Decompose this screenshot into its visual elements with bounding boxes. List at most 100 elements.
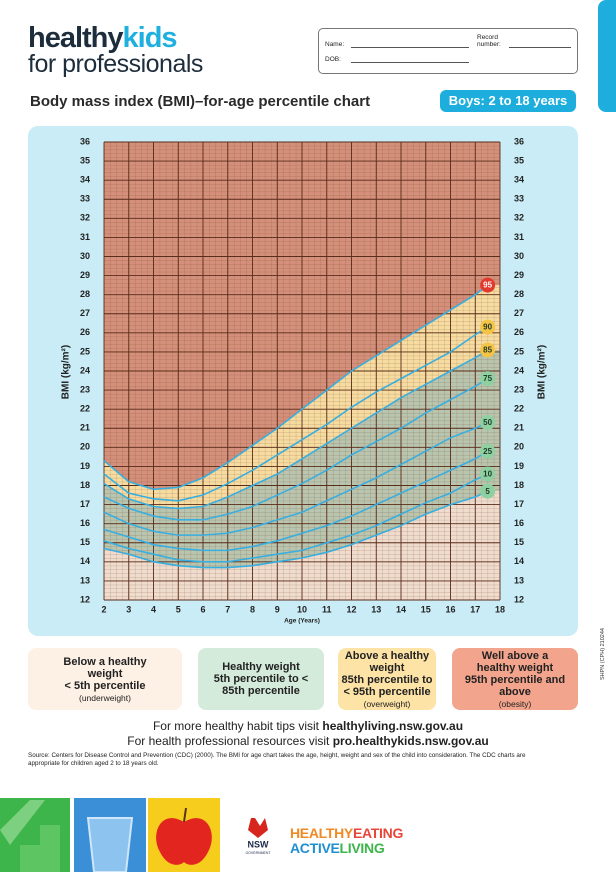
x-tick-label: 12 <box>346 604 356 614</box>
percentile-badge <box>480 443 496 459</box>
legend-note: (overweight) <box>363 698 411 709</box>
logo-text: kids <box>122 22 178 54</box>
y-tick-label-right: 34 <box>514 175 524 185</box>
logo-text: healthy <box>28 22 124 54</box>
y-tick-label-right: 13 <box>514 575 524 585</box>
percentile-label: 95 <box>483 281 492 290</box>
y-tick-label-right: 33 <box>514 194 524 204</box>
brand-line: ACTIVELIVING <box>290 841 403 856</box>
form-line <box>351 47 469 48</box>
y-tick-label-right: 26 <box>514 327 524 337</box>
brand-word: LIVING <box>339 840 385 856</box>
x-tick-label: 13 <box>371 604 381 614</box>
legend-detail: 5th percentile to < 85th percentile <box>213 673 309 697</box>
percentile-line <box>103 421 488 536</box>
percentile-line <box>103 490 488 569</box>
percentile-badge <box>480 415 496 431</box>
percentile-line <box>103 377 489 521</box>
percentile-line <box>103 450 489 552</box>
y-tick-label-right: 14 <box>514 556 524 566</box>
x-tick-label: 2 <box>101 604 106 614</box>
brand: HEALTHYEATING ACTIVELIVING <box>290 826 403 856</box>
percentile-label: 85 <box>483 346 492 355</box>
x-tick-label: 18 <box>495 604 505 614</box>
y-tick-label: 23 <box>80 384 90 394</box>
form-label: Record <box>477 34 498 41</box>
y-tick-label: 35 <box>80 155 90 165</box>
legend-note: (underweight) <box>79 692 131 703</box>
y-tick-label-right: 30 <box>514 251 524 261</box>
percentile-label: 90 <box>483 323 492 332</box>
apple <box>156 818 212 865</box>
x-tick-label: 8 <box>250 604 255 614</box>
link-url[interactable]: pro.healthykids.nsw.gov.au <box>332 734 489 748</box>
brand-line: HEALTHYEATING <box>290 826 403 841</box>
legend-title: Healthy weight <box>222 661 300 673</box>
y-tick-label: 19 <box>80 461 90 471</box>
y-tick-label-right: 35 <box>514 155 524 165</box>
publication-code: SHPN (CPH) 210244 <box>600 628 606 680</box>
x-tick-label: 10 <box>297 604 307 614</box>
percentile-line <box>103 349 489 510</box>
legend-detail: 85th percentile to < 95th percentile <box>341 673 433 698</box>
legend-box: Above a healthy weight 85th percentile t… <box>338 648 436 710</box>
percentile-badge <box>480 466 496 482</box>
chart-title: Body mass index (BMI)–for-age percentile… <box>30 93 371 110</box>
y-tick-label: 17 <box>80 499 90 509</box>
y-tick-label-right: 15 <box>514 537 524 547</box>
percentile-label: 10 <box>483 470 492 479</box>
link-text: For health professional resources visit <box>127 734 330 748</box>
legend-detail: 95th percentile and above <box>464 673 566 698</box>
x-tick-label: 6 <box>200 604 205 614</box>
y-tick-label: 25 <box>80 346 90 356</box>
brand-word: EATING <box>352 825 404 841</box>
x-tick-label: 16 <box>445 604 455 614</box>
legend-note: (obesity) <box>498 698 532 709</box>
logo: healthykids <box>28 22 178 55</box>
legend-title: Above a healthy weight <box>344 649 430 674</box>
y-tick-label: 18 <box>80 480 90 490</box>
percentile-badge <box>480 483 496 499</box>
side-tab <box>598 0 616 112</box>
percentile-label: 5 <box>485 487 490 496</box>
y-tick-label: 15 <box>80 537 90 547</box>
brand-word: ACTIVE <box>290 840 340 856</box>
y-axis-label: BMI (kg/m²) <box>61 345 72 399</box>
form: Name: Record number: DOB: <box>318 28 578 74</box>
percentile-badge <box>480 319 496 335</box>
percentile-line <box>103 326 489 502</box>
x-axis-label: Age (Years) <box>284 618 320 625</box>
source: Source: Centers for Disease Control and … <box>28 752 526 767</box>
link-text: For more healthy habit tips visit <box>152 719 320 733</box>
x-tick-label: 5 <box>176 604 181 614</box>
x-tick-label: 9 <box>275 604 280 614</box>
y-tick-label: 36 <box>80 136 90 146</box>
x-tick-label: 3 <box>126 604 131 614</box>
percentile-label: 50 <box>483 418 492 427</box>
y-tick-label-right: 19 <box>514 461 524 471</box>
y-tick-label-right: 22 <box>514 404 524 414</box>
y-tick-label: 34 <box>80 175 90 185</box>
legend-box: Below a healthy weight < 5th percentile … <box>28 648 182 710</box>
y-tick-label-right: 20 <box>514 442 524 452</box>
y-tick-label-right: 21 <box>514 423 524 433</box>
y-tick-label-right: 18 <box>514 480 524 490</box>
percentile-badge <box>480 371 496 387</box>
y-tick-label: 24 <box>80 365 90 375</box>
link-line: For health professional resources visit … <box>0 734 616 748</box>
legend-title: Below a healthy weight <box>63 655 147 680</box>
link-url[interactable]: healthyliving.nsw.gov.au <box>322 719 464 733</box>
percentile-badge <box>480 277 496 293</box>
link-line: For more healthy habit tips visit health… <box>0 719 616 733</box>
y-tick-label: 32 <box>80 213 90 223</box>
x-tick-label: 15 <box>421 604 431 614</box>
waratah <box>248 818 268 838</box>
x-tick-label: 11 <box>322 604 332 614</box>
nsw-text: NSW <box>248 839 270 849</box>
form-label: Name: <box>325 41 345 48</box>
apple-stem <box>183 807 187 823</box>
y-tick-label: 29 <box>80 270 90 280</box>
y-tick-label-right: 36 <box>514 136 524 146</box>
